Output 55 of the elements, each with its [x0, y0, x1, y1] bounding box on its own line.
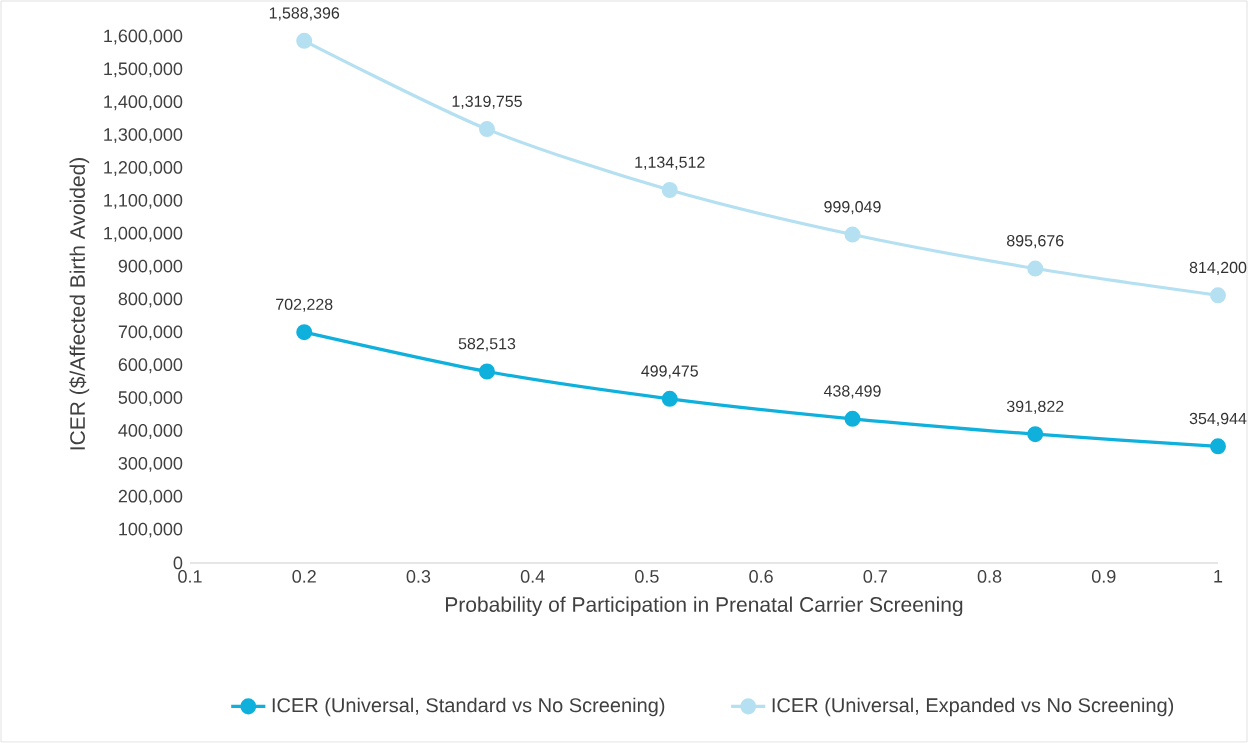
point [478, 121, 495, 138]
data-label: 1,588,396 [269, 7, 340, 21]
y-tick-label: 100,000 [119, 522, 183, 538]
y-axis-title: ICER ($/Affected Birth Avoided) [69, 158, 90, 450]
data-label: 1,134,512 [635, 156, 705, 170]
legend-label: ICER (Universal, Standard vs No Screening) [272, 697, 665, 717]
y-tick-label: 1,600,000 [104, 29, 183, 45]
y-tick-label: 300,000 [118, 456, 183, 472]
x-tick-label: 0.6 [749, 570, 773, 583]
data-label: 999,049 [824, 201, 881, 215]
y-tick-label: 700,000 [118, 325, 183, 341]
data-label: 499,475 [641, 365, 698, 379]
data-label: 582,513 [458, 338, 516, 352]
x-tick-label: 0.5 [635, 570, 659, 583]
data-label: 1,319,755 [452, 95, 522, 109]
data-label: 354,944 [1189, 412, 1247, 427]
point [844, 410, 861, 427]
data-label: 895,676 [1007, 235, 1064, 249]
point [1209, 438, 1226, 455]
x-tick-label: 0.2 [292, 570, 316, 583]
point [478, 363, 495, 380]
point [296, 32, 313, 49]
point [661, 390, 678, 407]
x-tick-label: 1 [1214, 570, 1223, 583]
data-label: 702,228 [276, 298, 333, 312]
x-tick-label: 0.7 [863, 570, 887, 583]
y-tick-label: 1,500,000 [104, 62, 183, 78]
point [1209, 287, 1226, 304]
point [1027, 260, 1044, 277]
y-tick-label: 1,300,000 [104, 128, 183, 144]
point [661, 182, 678, 199]
y-tick-label: 400,000 [118, 424, 183, 439]
x-tick-label: 0.9 [1091, 570, 1116, 583]
x-axis-title: Probability of Participation in Prenatal Carrier Screening [446, 596, 963, 617]
y-tick-label: 1,400,000 [104, 95, 183, 111]
data-label: 438,499 [823, 385, 881, 399]
data-label: 391,822 [1006, 400, 1064, 414]
y-tick-label: 1,100,000 [104, 193, 183, 209]
x-tick-label: 0.1 [178, 570, 202, 583]
y-tick-label: 1,000,000 [104, 226, 183, 242]
y-tick-label: 200,000 [118, 489, 183, 505]
point [296, 324, 313, 341]
y-tick-label: 900,000 [118, 259, 183, 275]
x-tick-label: 0.8 [977, 570, 1002, 583]
y-tick-label: 0 [173, 556, 183, 570]
x-tick-label: 0.4 [520, 570, 545, 583]
y-tick-label: 800,000 [118, 292, 183, 308]
y-tick-label: 500,000 [118, 391, 183, 407]
legend-label: ICER (Universal, Expanded vs No Screening) [772, 697, 1174, 717]
data-label: 814,200 [1189, 261, 1247, 276]
point [1027, 426, 1044, 443]
y-tick-label: 1,200,000 [104, 161, 183, 176]
point [844, 226, 861, 243]
y-tick-label: 600,000 [118, 358, 183, 374]
x-tick-label: 0.3 [406, 570, 431, 583]
